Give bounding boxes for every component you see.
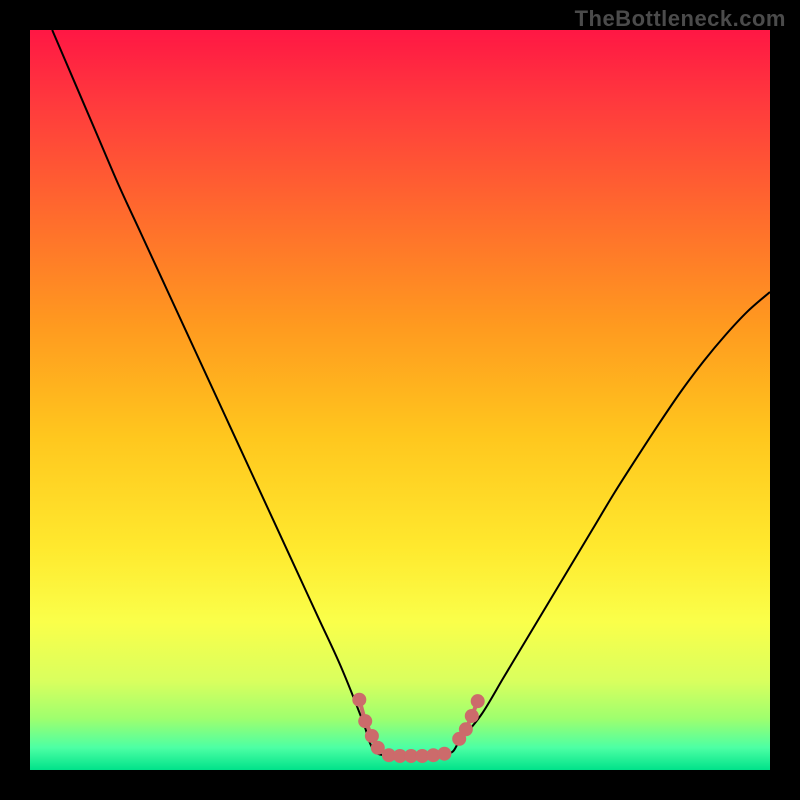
marker-dot-left xyxy=(352,693,366,707)
bottleneck-chart xyxy=(0,0,800,800)
plot-background xyxy=(30,30,770,770)
marker-dot-left xyxy=(365,729,379,743)
marker-dot-left xyxy=(358,714,372,728)
watermark-text: TheBottleneck.com xyxy=(575,6,786,32)
marker-dot-right xyxy=(465,709,479,723)
chart-stage: TheBottleneck.com xyxy=(0,0,800,800)
marker-dot-bottom xyxy=(437,747,451,761)
marker-dot-right xyxy=(459,722,473,736)
marker-dot-right xyxy=(471,694,485,708)
